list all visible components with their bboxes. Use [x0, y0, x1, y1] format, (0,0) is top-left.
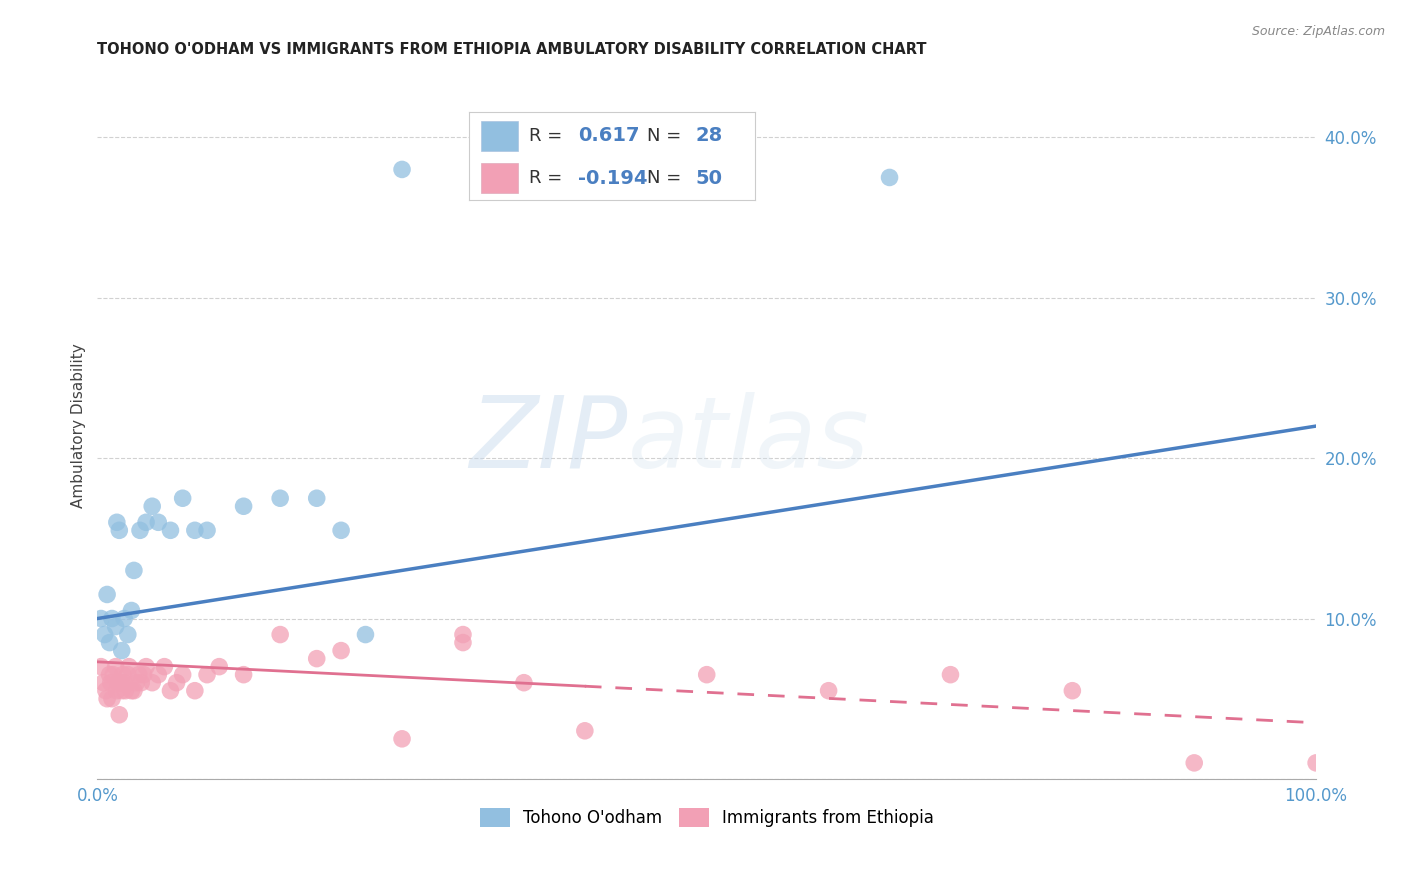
Point: [195, 524, 218, 538]
Point: [129, 675, 152, 690]
Point: [305, 651, 328, 665]
Point: [112, 675, 135, 690]
Point: [117, 627, 139, 641]
Point: [269, 491, 291, 506]
Point: [98, 667, 121, 681]
Point: [94, 683, 117, 698]
Text: Source: ZipAtlas.com: Source: ZipAtlas.com: [1251, 25, 1385, 38]
Point: [101, 691, 124, 706]
Point: [817, 683, 839, 698]
Point: [112, 611, 135, 625]
Point: [153, 659, 176, 673]
Point: [939, 667, 962, 681]
Point: [195, 667, 218, 681]
Point: [1062, 683, 1084, 698]
Point: [90, 611, 112, 625]
Point: [1305, 756, 1327, 770]
Point: [269, 627, 291, 641]
Point: [330, 524, 353, 538]
Point: [135, 659, 157, 673]
Text: TOHONO O'ODHAM VS IMMIGRANTS FROM ETHIOPIA AMBULATORY DISABILITY CORRELATION CHA: TOHONO O'ODHAM VS IMMIGRANTS FROM ETHIOP…: [97, 42, 927, 57]
Point: [129, 524, 152, 538]
Point: [107, 675, 129, 690]
Point: [110, 675, 132, 690]
Point: [100, 675, 122, 690]
Point: [166, 675, 188, 690]
Point: [108, 707, 131, 722]
Point: [104, 659, 127, 673]
Point: [391, 731, 413, 746]
Point: [184, 524, 207, 538]
Point: [98, 635, 121, 649]
Point: [114, 683, 136, 698]
Point: [105, 683, 128, 698]
Point: [1182, 756, 1205, 770]
Point: [135, 516, 157, 530]
Point: [232, 667, 254, 681]
Point: [111, 667, 134, 681]
Point: [121, 683, 143, 698]
Point: [104, 619, 127, 633]
Point: [121, 603, 143, 617]
Point: [148, 516, 170, 530]
Point: [141, 675, 163, 690]
Point: [111, 683, 134, 698]
Point: [159, 683, 181, 698]
Point: [879, 170, 901, 185]
Text: atlas: atlas: [627, 392, 869, 489]
Point: [105, 516, 128, 530]
Point: [451, 627, 474, 641]
Point: [330, 643, 353, 657]
Text: ZIP: ZIP: [470, 392, 627, 489]
Point: [101, 611, 124, 625]
Point: [696, 667, 718, 681]
Point: [125, 675, 148, 690]
Point: [184, 683, 207, 698]
Point: [103, 667, 125, 681]
Point: [122, 563, 145, 577]
Point: [172, 491, 194, 506]
Point: [354, 627, 377, 641]
Point: [148, 667, 170, 681]
Point: [117, 667, 139, 681]
Point: [159, 524, 181, 538]
Point: [122, 683, 145, 698]
Point: [172, 667, 194, 681]
Point: [232, 500, 254, 514]
Point: [128, 667, 150, 681]
Point: [96, 691, 118, 706]
Point: [93, 675, 115, 690]
Y-axis label: Ambulatory Disability: Ambulatory Disability: [72, 343, 86, 508]
Point: [451, 635, 474, 649]
Point: [513, 675, 536, 690]
Legend: Tohono O'odham, Immigrants from Ethiopia: Tohono O'odham, Immigrants from Ethiopia: [472, 802, 941, 834]
Point: [574, 723, 596, 738]
Point: [93, 627, 115, 641]
Point: [96, 587, 118, 601]
Point: [108, 524, 131, 538]
Point: [305, 491, 328, 506]
Point: [118, 659, 141, 673]
Point: [132, 667, 155, 681]
Point: [208, 659, 231, 673]
Point: [391, 162, 413, 177]
Point: [141, 500, 163, 514]
Point: [111, 643, 134, 657]
Point: [90, 659, 112, 673]
